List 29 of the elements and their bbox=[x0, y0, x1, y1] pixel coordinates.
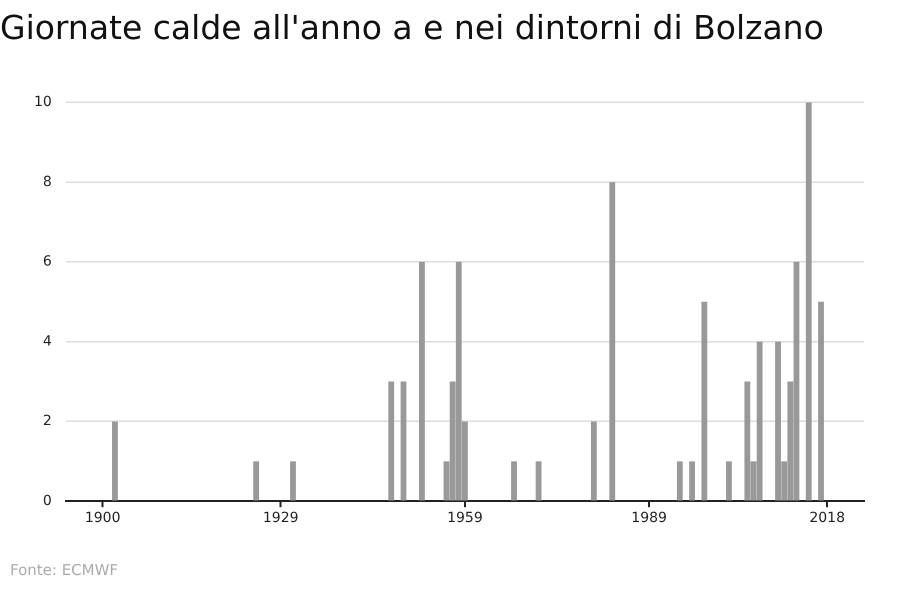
bar bbox=[676, 461, 683, 500]
y-tick-label: 2 bbox=[42, 413, 52, 430]
bar bbox=[536, 461, 542, 500]
bar bbox=[253, 461, 260, 500]
y-tick-label: 8 bbox=[42, 174, 52, 190]
bar bbox=[400, 382, 406, 500]
chart-title: Giornate calde all'anno a e nei dintorni di Bolzano bbox=[0, 8, 824, 47]
x-tick-label: 2018 bbox=[809, 510, 845, 526]
y-tick-label: 0 bbox=[42, 492, 52, 509]
y-tick-label: 10 bbox=[34, 94, 52, 110]
source-note: Fonte: ECMWF bbox=[10, 561, 118, 579]
x-tick-label: 1900 bbox=[84, 510, 120, 526]
bar bbox=[818, 302, 824, 500]
bar bbox=[806, 102, 812, 500]
bar bbox=[419, 262, 425, 500]
y-tick-label: 4 bbox=[42, 333, 52, 350]
x-tick-label: 1959 bbox=[447, 510, 483, 526]
bar bbox=[590, 421, 597, 500]
x-tick-label: 1929 bbox=[262, 510, 299, 526]
bar bbox=[689, 461, 695, 500]
bar bbox=[701, 302, 708, 500]
bar bbox=[388, 382, 394, 500]
bar bbox=[511, 461, 517, 500]
bar bbox=[112, 421, 118, 500]
bar bbox=[609, 182, 616, 500]
x-tick-label: 1989 bbox=[631, 510, 667, 526]
y-tick-label: 6 bbox=[42, 254, 52, 270]
bar bbox=[726, 461, 732, 500]
bar bbox=[290, 461, 296, 500]
